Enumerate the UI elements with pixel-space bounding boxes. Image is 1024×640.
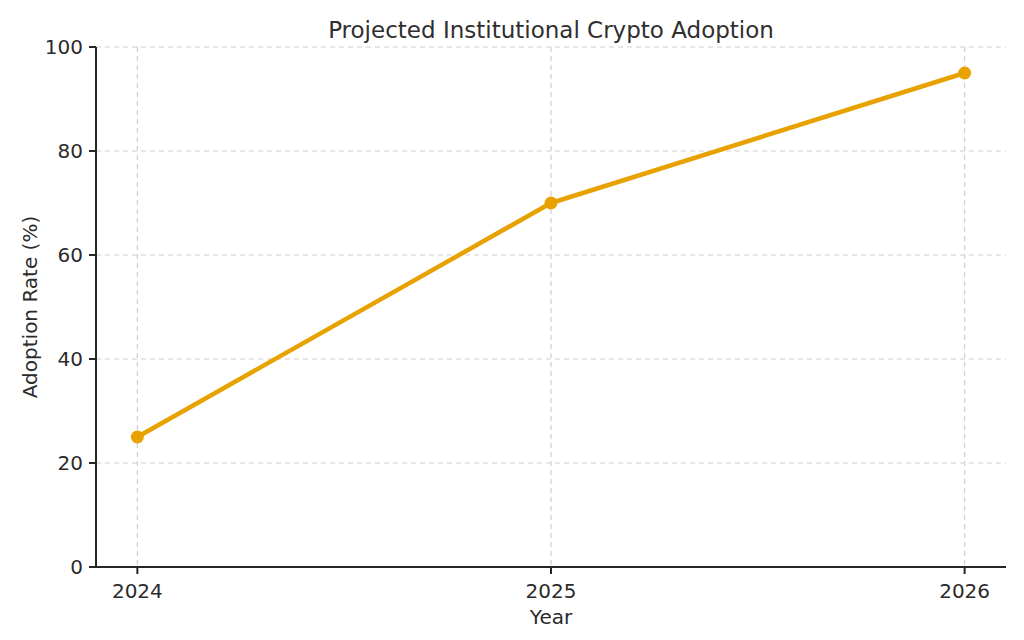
data-point-marker: [131, 431, 144, 444]
y-tick-label: 80: [58, 139, 83, 163]
y-tick-label: 0: [70, 555, 83, 579]
y-tick-label: 20: [58, 451, 83, 475]
chart-canvas: 2024 2025 2026 0 20 40 60 80 100: [0, 0, 1024, 640]
x-tick-label: 2026: [939, 579, 990, 603]
y-tick-label: 40: [58, 347, 83, 371]
x-tick-label: 2024: [112, 579, 163, 603]
data-point-marker: [958, 67, 971, 80]
y-tick-label: 60: [58, 243, 83, 267]
y-tick-label: 100: [45, 35, 83, 59]
x-tick-label: 2025: [526, 579, 577, 603]
data-point-marker: [545, 197, 558, 210]
chart-figure: Projected Institutional Crypto Adoption …: [0, 0, 1024, 640]
